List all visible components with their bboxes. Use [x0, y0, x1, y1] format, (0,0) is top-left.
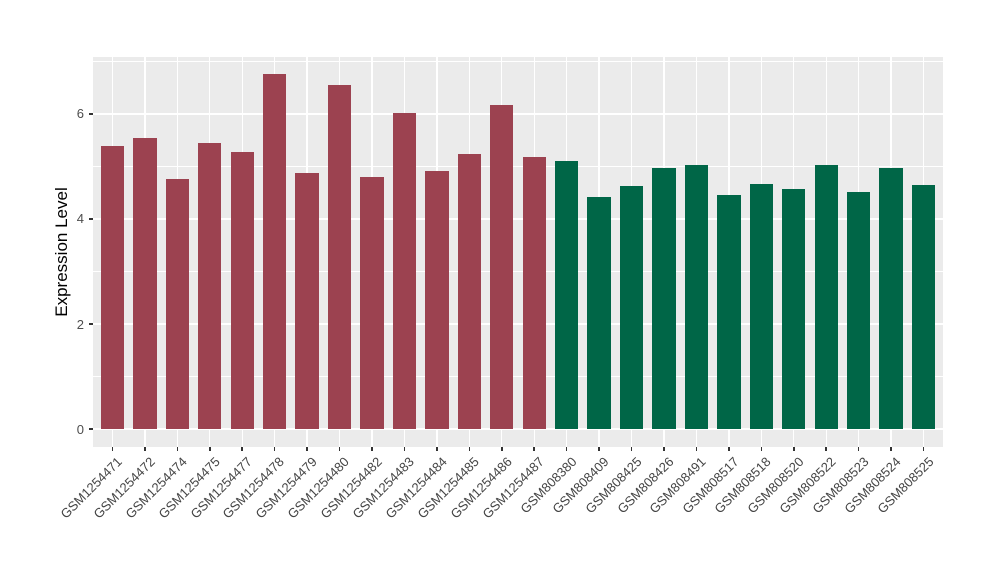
bar-GSM808491: [684, 164, 709, 430]
bar-GSM1254479: [295, 172, 319, 430]
bar-GSM808518: [749, 184, 773, 430]
x-axis-tick: [436, 447, 438, 451]
x-axis-tick: [338, 447, 341, 451]
x-axis-tick: [760, 447, 763, 451]
x-axis-tick: [825, 447, 827, 451]
bar-GSM1254477: [230, 151, 254, 430]
x-axis-tick: [598, 447, 600, 451]
bar-GSM1254487: [522, 157, 546, 430]
y-axis-tick: [88, 113, 93, 115]
x-axis-tick: [695, 447, 698, 451]
x-axis-tick: [273, 447, 276, 451]
major-gridline: [93, 112, 943, 115]
x-axis-tick: [144, 447, 146, 451]
bar-GSM808520: [782, 189, 806, 430]
y-axis-title: Expression Level: [52, 187, 71, 317]
x-axis-tick: [306, 447, 308, 451]
bar-GSM808524: [879, 168, 903, 430]
x-axis-tick: [501, 447, 503, 451]
y-axis-tick: [88, 218, 93, 220]
bar-GSM808380: [554, 160, 579, 430]
x-axis-tick: [630, 447, 633, 451]
minor-gridline: [93, 165, 943, 167]
bar-GSM808517: [717, 194, 741, 430]
bar-GSM808522: [814, 165, 838, 430]
x-axis-tick: [565, 447, 568, 451]
bar-GSM808409: [587, 196, 611, 430]
bar-GSM1254483: [392, 113, 417, 430]
x-axis-tick: [241, 447, 243, 451]
x-axis-tick: [890, 447, 892, 451]
minor-gridline: [93, 60, 943, 62]
x-axis-tick: [728, 447, 730, 451]
bar-GSM1254474: [165, 178, 189, 430]
minor-gridline: [93, 376, 943, 378]
y-tick-label: 0: [76, 421, 84, 437]
y-tick-label: 6: [76, 106, 84, 122]
chart-panel: [93, 57, 943, 447]
major-gridline: [93, 323, 943, 325]
x-axis-tick: [209, 447, 211, 451]
bar-GSM1254478: [263, 74, 287, 430]
bar-GSM808525: [911, 185, 936, 430]
bar-GSM808523: [846, 192, 871, 430]
bar-GSM1254471: [100, 145, 125, 430]
minor-gridline: [93, 270, 943, 272]
bar-GSM1254472: [133, 137, 157, 430]
bar-GSM1254475: [198, 142, 222, 430]
y-axis-tick: [88, 323, 93, 325]
x-axis-tick: [533, 447, 535, 451]
y-tick-label: 2: [76, 316, 84, 332]
bar-GSM1254482: [360, 177, 384, 430]
bar-GSM1254486: [490, 104, 514, 430]
major-gridline: [93, 428, 943, 430]
x-axis-tick: [922, 447, 925, 451]
x-axis-tick: [663, 447, 665, 451]
y-tick-label: 4: [76, 211, 84, 227]
x-axis-tick: [793, 447, 795, 451]
bar-GSM1254480: [327, 84, 352, 430]
bar-GSM808425: [619, 186, 644, 430]
bar-GSM1254485: [457, 153, 481, 430]
x-axis-tick: [111, 447, 114, 451]
x-axis-tick: [403, 447, 406, 451]
x-axis-tick: [468, 447, 471, 451]
x-axis-tick: [857, 447, 860, 451]
x-axis-tick: [371, 447, 373, 451]
x-axis-tick: [176, 447, 179, 451]
bar-GSM1254484: [425, 171, 449, 430]
y-axis-tick: [88, 428, 93, 430]
major-gridline: [93, 218, 943, 220]
bar-GSM808426: [652, 168, 676, 430]
